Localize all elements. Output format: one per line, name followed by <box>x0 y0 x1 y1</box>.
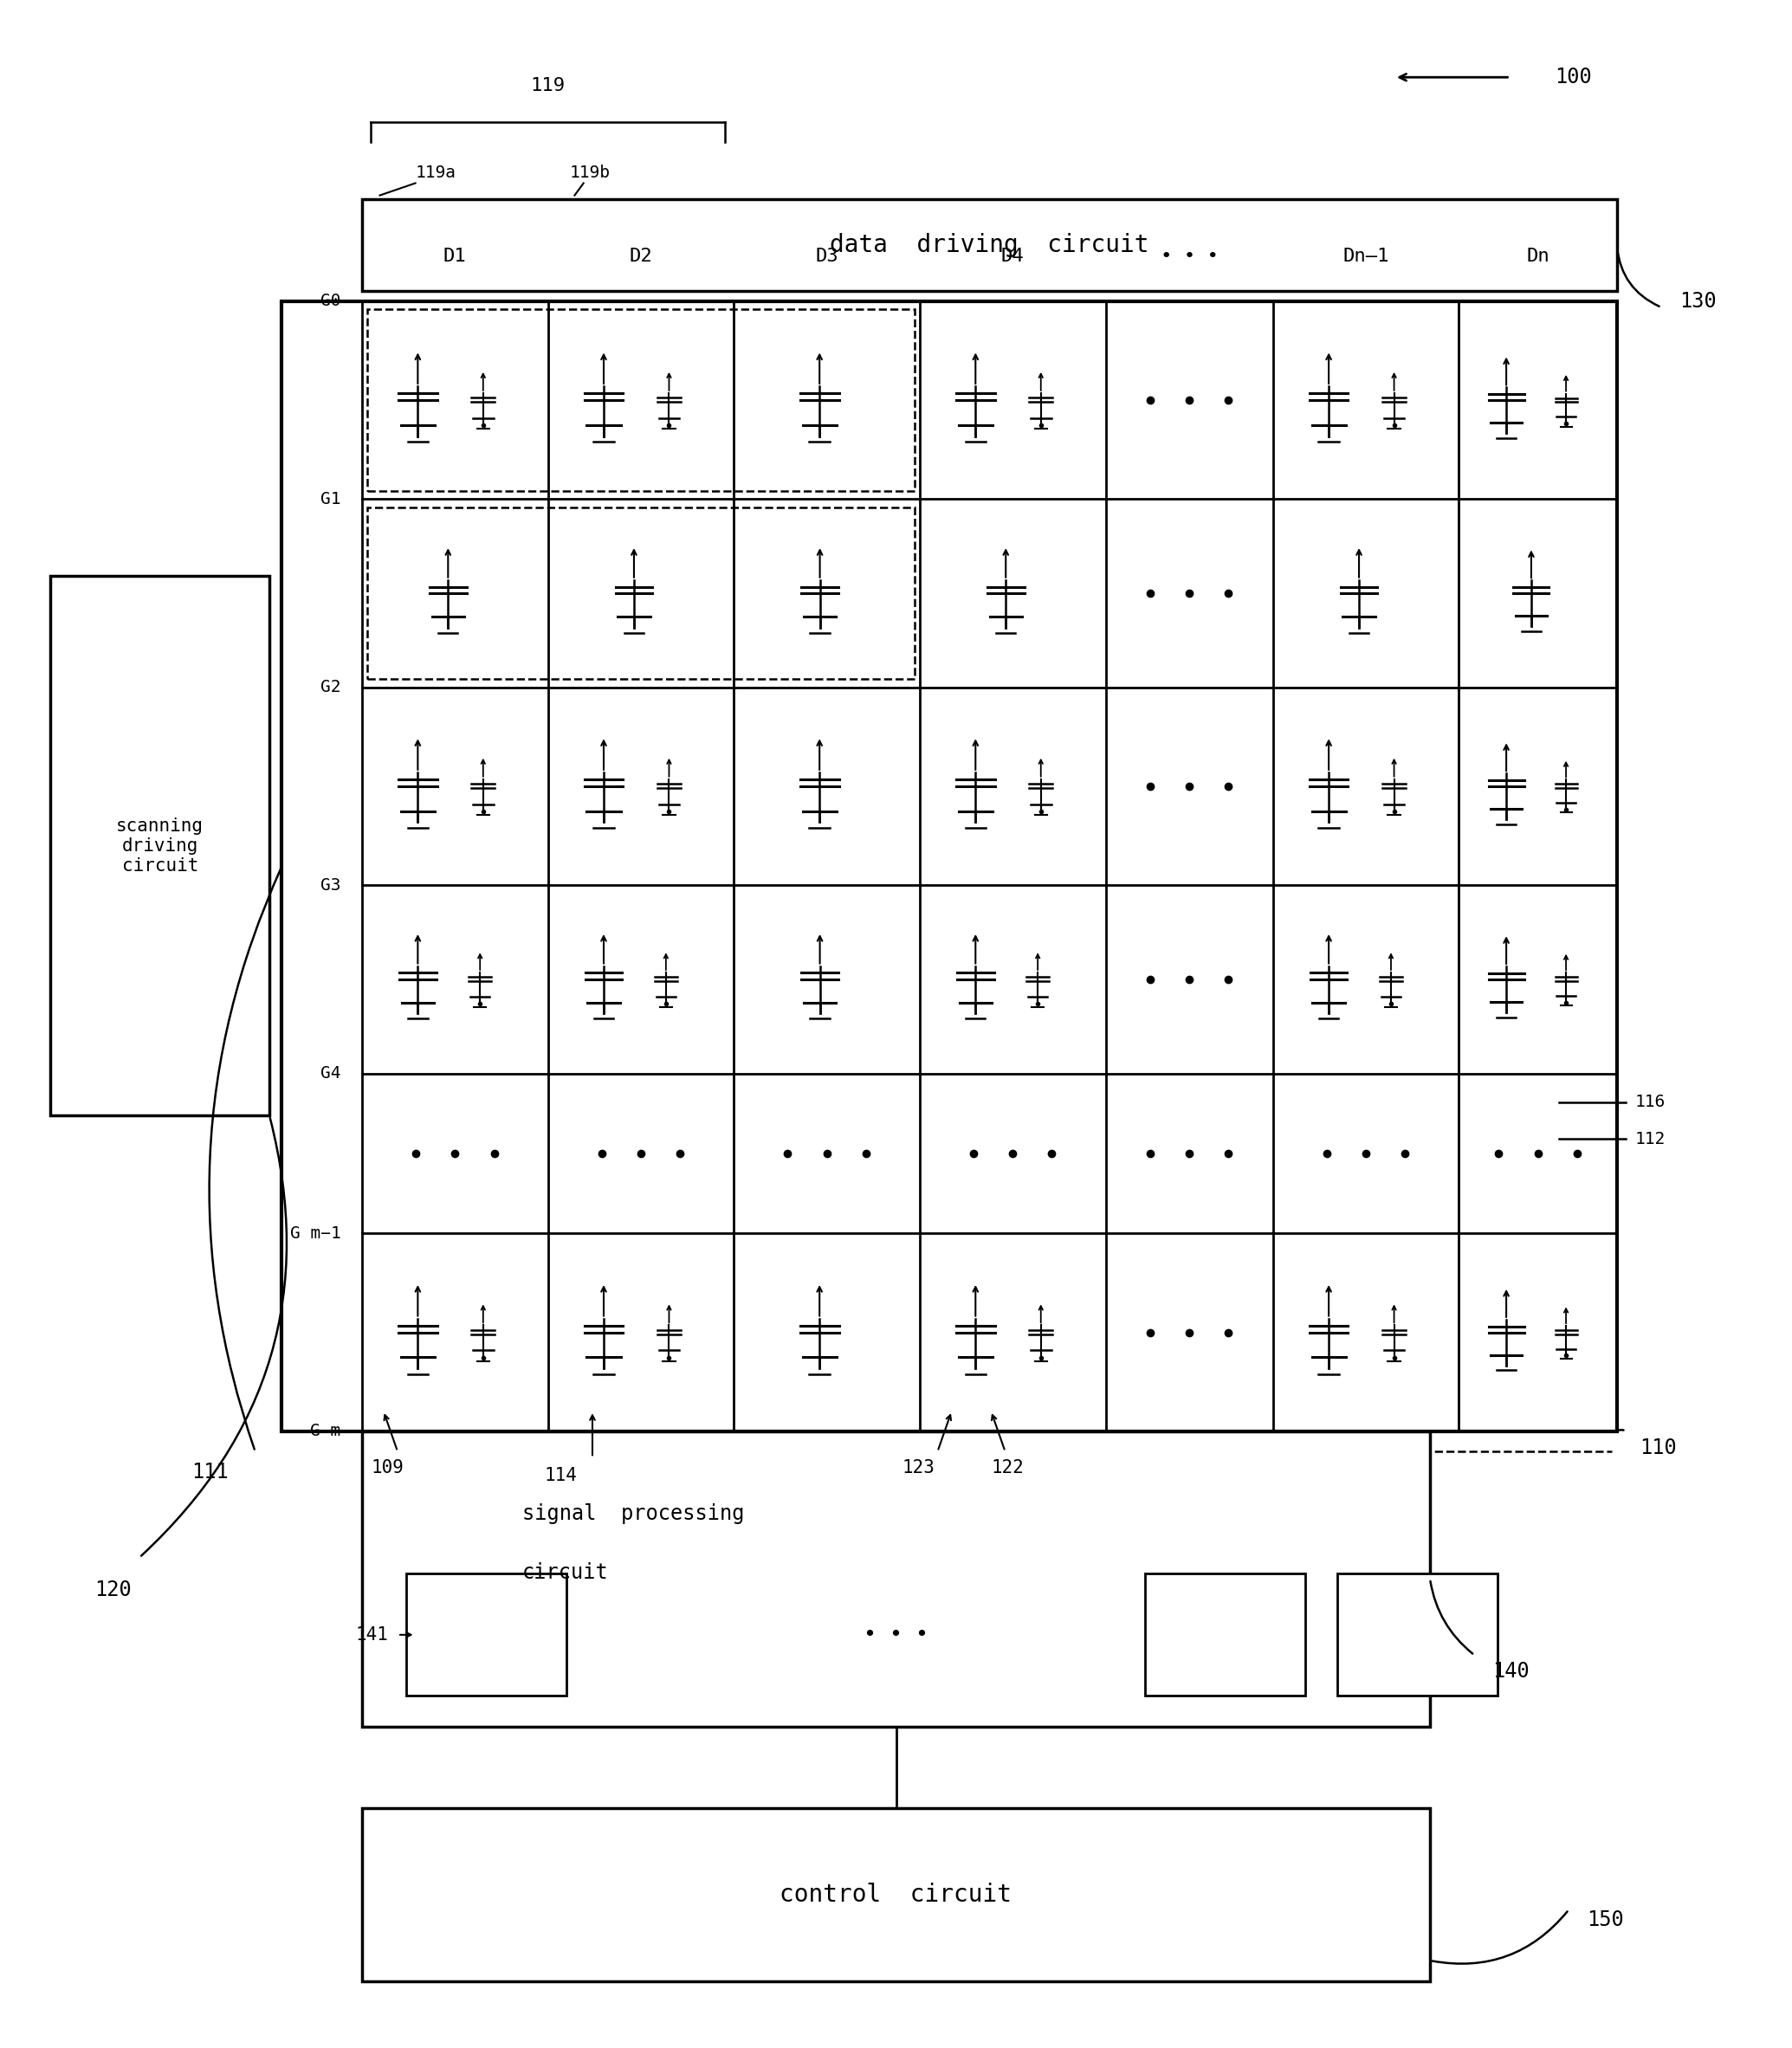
Text: D2: D2 <box>629 248 652 264</box>
Bar <box>367 309 914 492</box>
Text: 150: 150 <box>1586 1909 1624 1929</box>
Bar <box>407 1573 566 1696</box>
Text: 119b: 119b <box>570 164 609 180</box>
Text: • • •: • • • <box>864 1624 928 1645</box>
Bar <box>1337 1573 1498 1696</box>
Text: scanning
driving
circuit: scanning driving circuit <box>116 817 204 874</box>
Text: 111: 111 <box>192 1462 229 1483</box>
Text: 119a: 119a <box>416 164 457 180</box>
Bar <box>281 301 1616 1432</box>
Bar <box>50 575 269 1116</box>
Text: 110: 110 <box>1640 1438 1677 1458</box>
Text: 119: 119 <box>530 76 564 94</box>
Bar <box>1145 1573 1305 1696</box>
Text: D4: D4 <box>1002 248 1025 264</box>
Text: Dn: Dn <box>1527 248 1550 264</box>
Text: control  circuit: control circuit <box>780 1882 1012 1907</box>
Text: G0: G0 <box>321 293 340 309</box>
Text: 112: 112 <box>1634 1130 1665 1147</box>
Bar <box>362 1432 1430 1726</box>
Bar <box>362 1808 1430 1980</box>
Text: G2: G2 <box>321 680 340 696</box>
Text: G3: G3 <box>321 877 340 893</box>
Text: • • •: • • • <box>1161 248 1219 264</box>
Text: data  driving  circuit: data driving circuit <box>830 233 1149 258</box>
Text: circuit: circuit <box>521 1563 609 1583</box>
Text: 109: 109 <box>371 1458 403 1477</box>
Text: G m: G m <box>310 1423 340 1440</box>
Bar <box>367 508 914 680</box>
Text: 114: 114 <box>545 1466 577 1485</box>
Text: signal  processing: signal processing <box>521 1503 744 1524</box>
Text: 120: 120 <box>95 1579 131 1599</box>
Text: G4: G4 <box>321 1065 340 1081</box>
Text: G1: G1 <box>321 492 340 508</box>
Text: Dn–1: Dn–1 <box>1342 248 1389 264</box>
Text: 116: 116 <box>1634 1094 1665 1110</box>
Text: D1: D1 <box>443 248 466 264</box>
Text: 140: 140 <box>1493 1661 1529 1681</box>
Text: D3: D3 <box>815 248 839 264</box>
Text: 130: 130 <box>1679 291 1717 311</box>
Text: 122: 122 <box>991 1458 1023 1477</box>
Bar <box>362 199 1616 291</box>
Text: 123: 123 <box>901 1458 935 1477</box>
Text: 141: 141 <box>357 1626 389 1642</box>
Text: 100: 100 <box>1555 68 1591 88</box>
Text: G m−1: G m−1 <box>290 1225 340 1241</box>
